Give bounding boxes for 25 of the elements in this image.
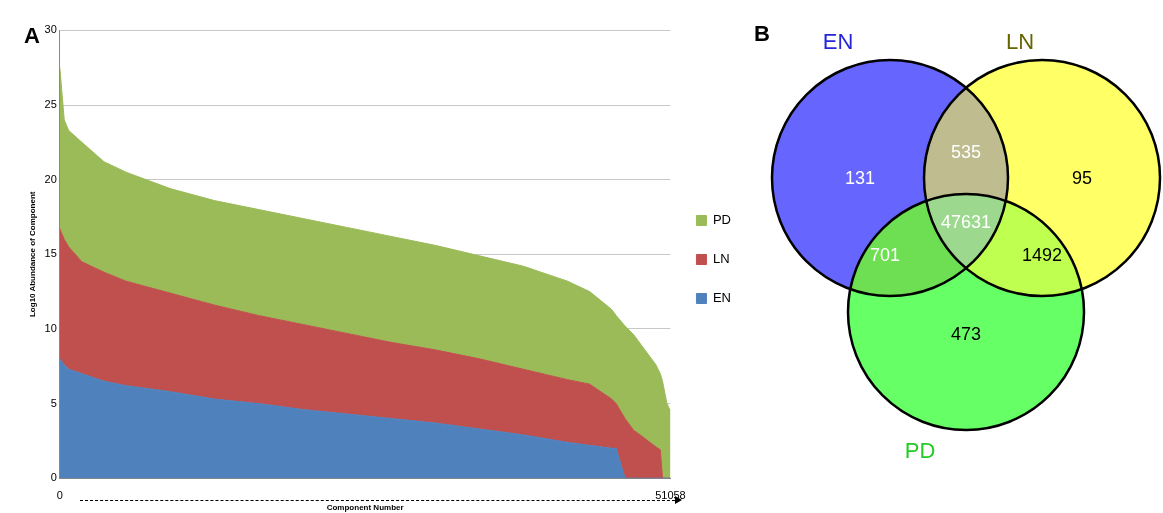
text: LN bbox=[1005, 29, 1035, 54]
y-tick-label: 15 bbox=[44, 247, 57, 260]
text: 95 bbox=[1071, 168, 1093, 188]
text: 47631 bbox=[940, 212, 992, 232]
text: 1492 bbox=[1021, 245, 1063, 265]
chart-title: A bbox=[24, 23, 40, 49]
y-tick-label: 5 bbox=[50, 396, 57, 409]
text: EN bbox=[822, 29, 854, 54]
y-tick-label: 20 bbox=[44, 172, 57, 185]
text: 131 bbox=[844, 168, 876, 188]
text: 535 bbox=[950, 142, 982, 162]
legend-label: PD bbox=[712, 212, 731, 228]
legend-label: LN bbox=[712, 251, 730, 267]
x-axis-title: Component Number bbox=[326, 503, 404, 513]
y-axis-title: Log10 Abundance of Component bbox=[28, 191, 37, 318]
text: B bbox=[754, 21, 770, 46]
text: PD bbox=[904, 438, 936, 463]
text: 701 bbox=[869, 245, 901, 265]
text: 473 bbox=[950, 324, 982, 344]
legend-label: EN bbox=[712, 290, 731, 306]
y-tick-label: 30 bbox=[44, 23, 57, 36]
y-tick-label: 25 bbox=[44, 98, 57, 111]
y-tick-label: 0 bbox=[50, 471, 57, 484]
x-tick-label: 51058 bbox=[655, 488, 686, 501]
y-tick-label: 10 bbox=[44, 321, 57, 334]
